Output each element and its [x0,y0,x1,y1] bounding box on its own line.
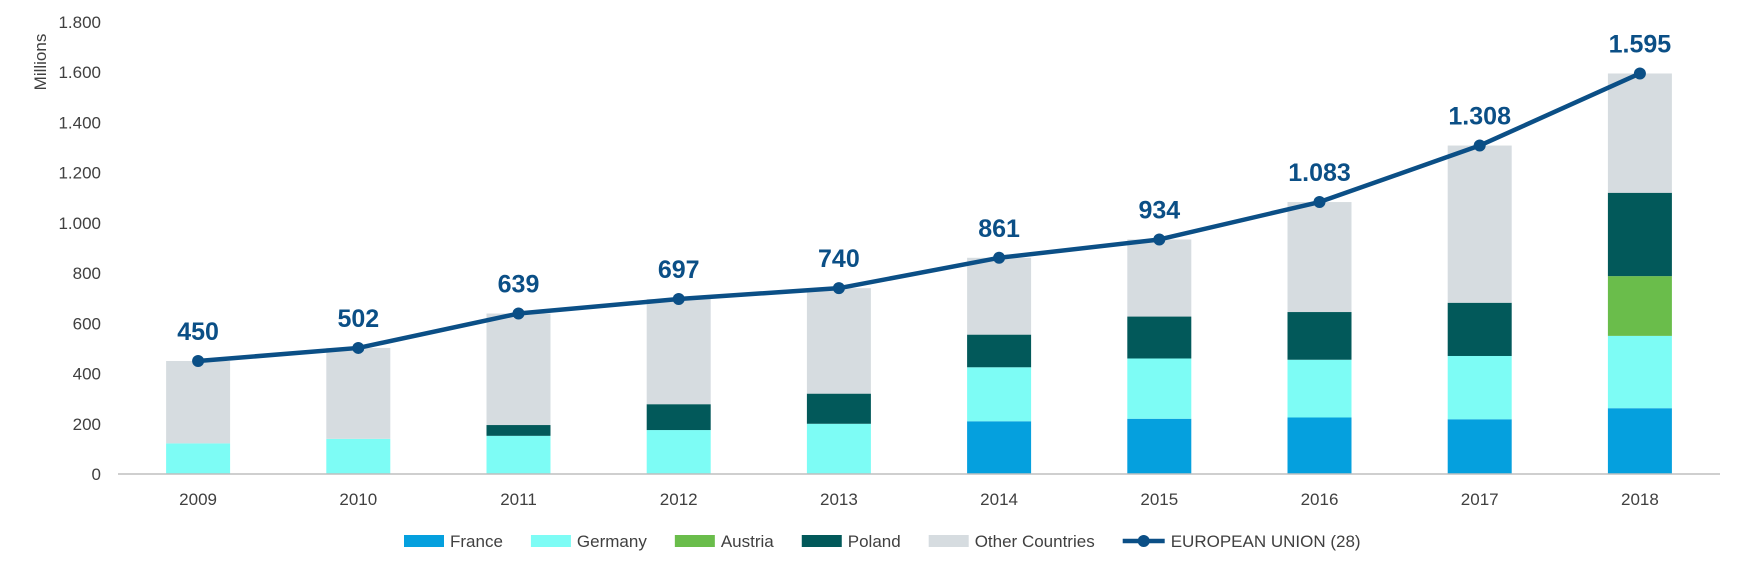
x-tick-label: 2010 [339,490,377,509]
bar-other-countries-2013 [806,288,871,394]
eu-point-2015 [1153,233,1166,246]
bar-france-2016 [1287,417,1352,474]
bar-other-countries-2016 [1287,202,1352,313]
y-tick-label: 200 [73,415,101,434]
eu-point-2013 [832,282,845,295]
y-tick-label: 600 [73,314,101,333]
legend-label-other-countries: Other Countries [975,532,1095,551]
bar-other-countries-2018 [1607,73,1672,193]
y-tick-label: 400 [73,365,101,384]
legend-marker-european-union-28 [1137,535,1150,547]
bar-poland-2013 [806,393,871,424]
eu-series-line [197,71,1641,364]
eu-point-2010 [352,341,365,354]
data-label-2009: 450 [177,318,219,346]
y-tick-label: 1.600 [58,63,101,82]
eu-point-2014 [993,251,1006,264]
x-tick-label: 2012 [660,490,698,509]
eu-line [192,67,1646,367]
y-tick-label: 1.400 [58,113,101,132]
bar-other-countries-2015 [1127,239,1192,317]
y-tick-label: 0 [92,465,101,484]
bars [166,73,1672,474]
y-tick-label: 800 [73,264,101,283]
eu-point-2012 [672,292,685,305]
bar-poland-2011 [486,425,551,436]
eu-point-2016 [1313,196,1326,209]
bar-poland-2018 [1607,192,1672,277]
legend-swatch-france [404,535,444,547]
y-tick-label: 1.200 [58,164,101,183]
legend-label-france: France [450,532,503,551]
data-label-2015: 934 [1138,196,1180,224]
legend-label-germany: Germany [577,532,647,551]
bar-germany-2018 [1607,335,1672,409]
y-axis-label: Millions [31,34,50,91]
bar-germany-2011 [486,435,551,474]
legend-label-poland: Poland [848,532,901,551]
bar-poland-2017 [1447,302,1512,356]
data-label-2014: 861 [978,215,1020,243]
axes: 0 200 400 600 800 1.000 1.200 1.400 1.600 1.800 20… [58,13,1720,509]
bar-germany-2015 [1127,358,1192,419]
x-tick-label: 2011 [500,490,537,509]
bar-poland-2016 [1287,312,1352,360]
legend-label-european-union-28: EUROPEAN UNION (28) [1171,532,1361,551]
data-label-2012: 697 [658,256,700,284]
bar-france-2017 [1447,419,1512,474]
bar-other-countries-2012 [646,298,711,405]
bar-other-countries-2011 [486,313,551,426]
bar-austria-2018 [1607,276,1672,336]
data-label-2010: 502 [337,305,379,333]
bar-germany-2016 [1287,359,1352,418]
data-labels: 450 502 639 697 740 861 934 1.083 1.308 1.595 [177,30,1671,346]
legend-swatch-germany [530,535,571,547]
bar-other-countries-2014 [967,257,1032,335]
bar-other-countries-2017 [1447,145,1512,303]
bar-france-2018 [1607,408,1672,474]
x-tick-label: 2009 [179,490,217,509]
data-label-2017: 1.308 [1448,103,1511,131]
bar-germany-2012 [646,430,711,474]
x-tick-label: 2017 [1461,490,1499,509]
legend: France Germany Austria Poland Other Countrie… [404,532,1361,551]
bar-france-2015 [1127,418,1192,474]
x-tick-label: 2015 [1140,490,1178,509]
data-label-2011: 639 [498,271,540,299]
eu-point-2011 [512,307,525,320]
x-tick-label: 2013 [820,490,858,509]
bar-other-countries-2010 [326,347,391,439]
y-tick-label: 1.000 [58,214,101,233]
eu-point-2018 [1633,67,1646,80]
y-tick-label: 1.800 [58,13,101,32]
x-tick-label: 2014 [980,490,1018,509]
bar-germany-2017 [1447,355,1512,420]
bar-germany-2010 [326,438,391,474]
data-label-2016: 1.083 [1288,159,1351,187]
bar-other-countries-2009 [166,361,231,444]
bar-germany-2014 [967,367,1032,422]
bar-poland-2015 [1127,316,1192,359]
bar-poland-2012 [646,404,711,431]
legend-swatch-austria [674,535,715,547]
legend-swatch-other-countries [928,535,969,547]
bar-poland-2014 [967,334,1032,368]
bar-germany-2009 [166,443,231,474]
legend-label-austria: Austria [721,532,774,551]
x-tick-label: 2018 [1621,490,1659,509]
eu-point-2009 [192,355,205,367]
bar-france-2014 [967,421,1032,474]
data-label-2018: 1.595 [1609,30,1672,58]
bar-germany-2013 [806,423,871,474]
data-label-2013: 740 [818,245,860,273]
x-tick-label: 2016 [1301,490,1339,509]
eu-point-2017 [1473,139,1486,152]
legend-swatch-poland [801,535,842,547]
